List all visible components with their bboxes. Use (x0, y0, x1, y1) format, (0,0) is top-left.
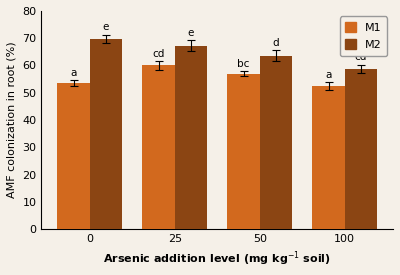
Y-axis label: AMF colonization in root (%): AMF colonization in root (%) (7, 42, 17, 198)
Text: d: d (273, 38, 279, 48)
Legend: M1, M2: M1, M2 (340, 16, 388, 56)
Bar (312, 86, 345, 229)
Bar (175, 46, 207, 229)
Bar (260, 56, 292, 229)
X-axis label: Arsenic addition level (mg kg$^{-1}$ soil): Arsenic addition level (mg kg$^{-1}$ soi… (103, 249, 331, 268)
Bar (58, 83, 90, 229)
Text: e: e (188, 28, 194, 38)
Bar (142, 65, 175, 229)
Text: a: a (70, 68, 77, 78)
Bar (345, 69, 377, 229)
Text: bc: bc (238, 59, 250, 69)
Text: a: a (326, 70, 332, 80)
Bar (228, 74, 260, 229)
Bar (90, 39, 122, 229)
Text: e: e (103, 23, 109, 32)
Text: cd: cd (152, 49, 165, 59)
Text: cd: cd (355, 53, 367, 62)
